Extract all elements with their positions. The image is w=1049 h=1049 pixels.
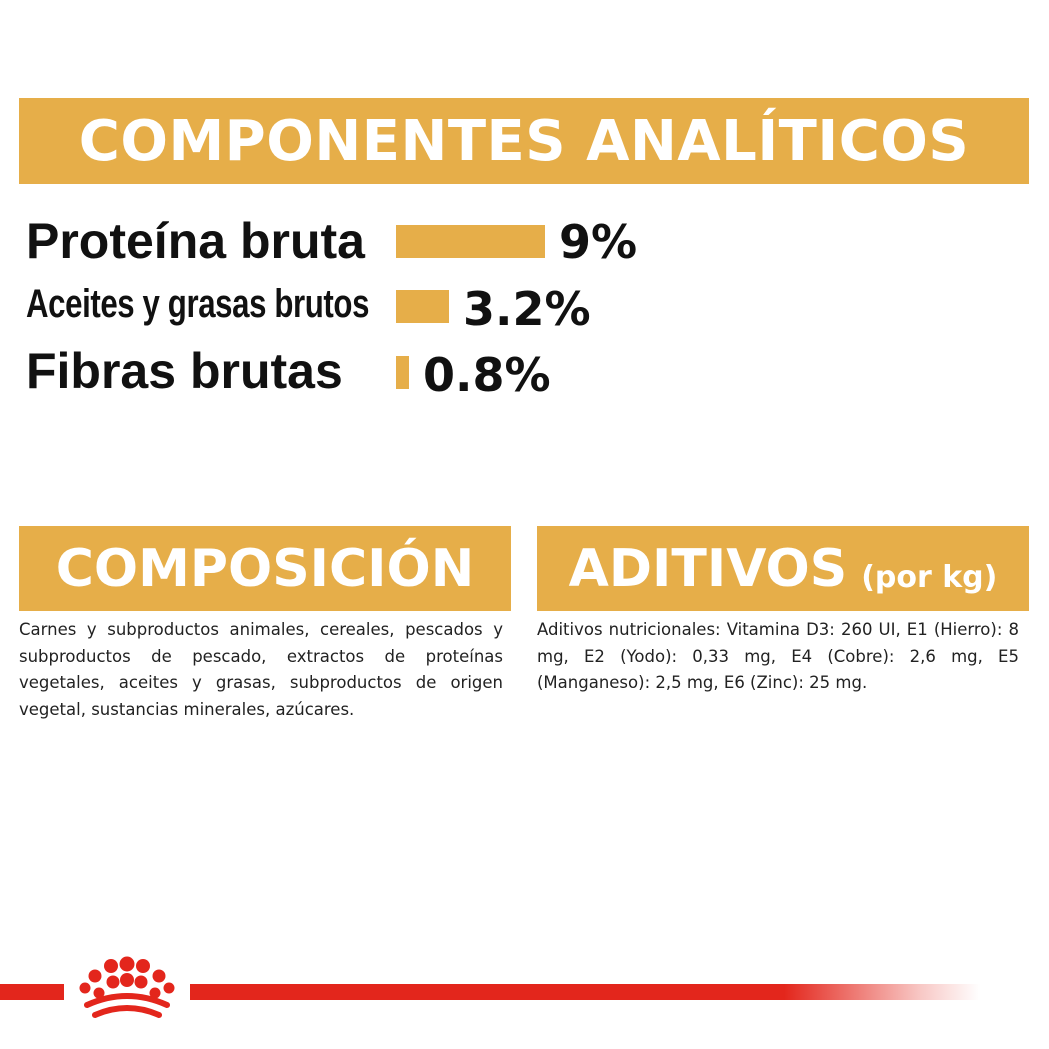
additives-title: ADITIVOS: [568, 538, 848, 599]
fat-bar: [396, 290, 449, 323]
fat-value: 3.2%: [463, 282, 591, 336]
composition-header: COMPOSICIÓN: [19, 526, 511, 611]
composition-text: Carnes y subproductos animales, cereales…: [19, 620, 503, 719]
additives-header: ADITIVOS (por kg): [537, 526, 1029, 611]
protein-label: Proteína bruta: [26, 213, 365, 269]
additives-text: Aditivos nutricionales: Vitamina D3: 260…: [537, 620, 1019, 692]
additives-subtitle: (por kg): [861, 560, 998, 595]
fat-label: Aceites y grasas brutos: [26, 282, 370, 326]
crown-logo-svg: [79, 956, 175, 1018]
fiber-label: Fibras brutas: [26, 343, 343, 399]
fiber-bar: [396, 356, 409, 389]
fiber-value: 0.8%: [423, 348, 551, 402]
analytics-title: COMPONENTES ANALÍTICOS: [78, 108, 970, 174]
protein-bar: [396, 225, 545, 258]
analytics-header: COMPONENTES ANALÍTICOS: [19, 98, 1029, 184]
composition-title: COMPOSICIÓN: [55, 538, 475, 599]
protein-value: 9%: [559, 215, 638, 269]
footer-red-line: [0, 984, 980, 1000]
royal-canin-crown-icon: [64, 952, 190, 1026]
